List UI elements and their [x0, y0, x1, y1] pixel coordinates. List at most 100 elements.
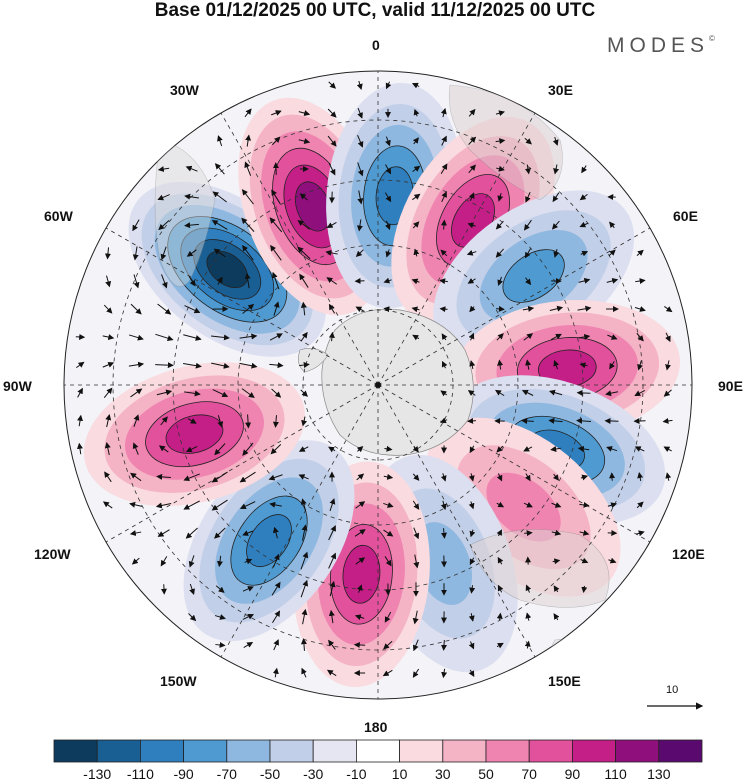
- wind-vector: [551, 529, 562, 536]
- wind-vector: [412, 668, 420, 678]
- colorbar-swatch: [355, 739, 400, 763]
- wind-vector: [271, 581, 281, 596]
- wind-vector: [355, 557, 366, 565]
- wind-vector: [523, 446, 533, 452]
- colorbar-tick-label: -10: [346, 766, 367, 782]
- wind-vector: [357, 190, 364, 205]
- wind-vector: [412, 473, 420, 481]
- wind-vector: [273, 639, 279, 651]
- lon-label-30e: 30E: [548, 82, 573, 98]
- wind-vector: [579, 501, 590, 508]
- lon-label-0: 0: [372, 37, 380, 53]
- wind-vector: [354, 614, 365, 621]
- wind-vector: [183, 334, 202, 341]
- wind-vector: [523, 333, 534, 341]
- wind-vector: [157, 529, 170, 537]
- wind-vector: [160, 416, 168, 426]
- wind-vector: [329, 498, 336, 512]
- wind-vector: [412, 221, 420, 229]
- wind-vector: [665, 472, 672, 481]
- graticule: [64, 71, 692, 699]
- colorbar-swatch: [96, 739, 141, 763]
- wind-vector: [384, 192, 392, 203]
- wind-vector: [495, 138, 506, 145]
- colorbar-tick-label: 30: [435, 766, 451, 782]
- wind-vector: [185, 165, 198, 172]
- wind-vector: [496, 529, 502, 537]
- wind-vector: [161, 274, 168, 289]
- wind-vector: [271, 271, 280, 290]
- wind-vector: [241, 217, 255, 232]
- wind-vector: [212, 191, 228, 203]
- wind-vector: [297, 246, 311, 260]
- wind-vector: [636, 501, 644, 509]
- wind-vector: [495, 220, 504, 230]
- wind-vector: [301, 667, 307, 678]
- wind-vector: [243, 641, 254, 648]
- wind-vector: [241, 388, 255, 398]
- colorbar-swatch: [226, 739, 271, 763]
- wind-vector: [439, 278, 448, 285]
- wind-vector: [466, 249, 477, 256]
- wind-vector: [242, 614, 255, 620]
- wind-vector: [384, 611, 392, 623]
- wind-vector: [214, 614, 226, 620]
- wind-vector: [663, 446, 672, 453]
- brand-text: MODES: [607, 34, 710, 57]
- wind-vector: [216, 555, 223, 568]
- wind-vector: [665, 332, 671, 343]
- wind-vector: [412, 137, 419, 145]
- wind-vector: [129, 530, 142, 536]
- wind-vector: [413, 554, 420, 569]
- wind-vector: [298, 446, 309, 452]
- wind-vector: [441, 135, 447, 146]
- wind-vector: [128, 361, 145, 368]
- wind-vector: [548, 417, 563, 424]
- wind-vector: [495, 110, 505, 117]
- wind-vector: [185, 446, 198, 453]
- wind-vector: [524, 137, 532, 145]
- wind-vector: [328, 525, 336, 541]
- colorbar-swatch: [399, 739, 444, 763]
- wind-vector: [270, 244, 282, 261]
- vector-scale-label: 10: [666, 684, 679, 696]
- wind-vector: [384, 445, 393, 452]
- wind-vector: [468, 136, 477, 145]
- colorbar-tick-label: -90: [173, 766, 194, 782]
- lon-label-150w: 150W: [160, 673, 197, 689]
- wind-vector: [580, 474, 589, 481]
- wind-vector: [468, 332, 475, 341]
- wind-vector: [272, 415, 279, 428]
- colorbar-swatch: [312, 739, 357, 763]
- wind-vector: [664, 306, 673, 313]
- wind-vector: [131, 557, 140, 565]
- wind-vector: [299, 193, 308, 201]
- wind-vector: [356, 584, 363, 593]
- wind-vector: [299, 273, 309, 288]
- wind-vector: [524, 248, 532, 259]
- wind-vector: [441, 668, 448, 679]
- colorbar-tick-label: 10: [391, 766, 408, 782]
- australia: [469, 529, 610, 608]
- wind-vector: [634, 446, 645, 452]
- wind-vector: [244, 272, 251, 289]
- wind-vector: [132, 246, 139, 261]
- wind-vector: [272, 162, 279, 175]
- wind-vector: [636, 530, 645, 537]
- wind-vector: [355, 501, 366, 509]
- wind-vector: [356, 473, 365, 481]
- wind-vector: [328, 639, 336, 650]
- wind-vector: [242, 303, 255, 314]
- colorbar-swatch: [572, 739, 617, 763]
- wind-vector: [102, 501, 113, 509]
- wind-vector: [579, 362, 588, 369]
- wind-vector: [468, 669, 475, 677]
- wind-vector: [552, 192, 560, 203]
- wind-vector: [157, 166, 170, 172]
- wind-vector: [579, 193, 588, 201]
- wind-vector: [355, 249, 364, 258]
- wind-vector: [496, 612, 503, 621]
- wind-vector: [496, 165, 505, 172]
- wind-vector: [525, 584, 532, 593]
